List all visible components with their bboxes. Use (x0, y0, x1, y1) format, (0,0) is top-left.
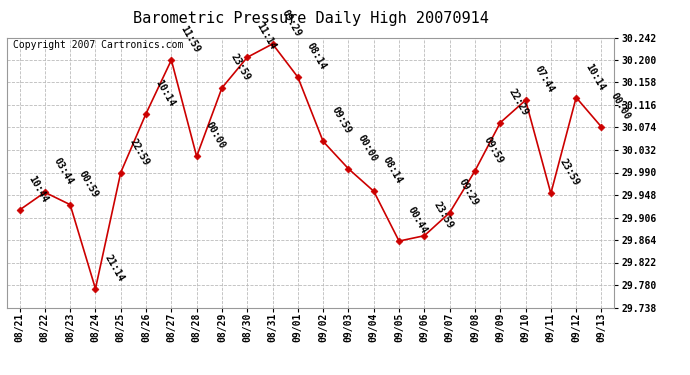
Text: 09:59: 09:59 (330, 105, 353, 136)
Text: 22:59: 22:59 (128, 136, 151, 167)
Text: 21:14: 21:14 (102, 253, 126, 283)
Text: 00:59: 00:59 (77, 169, 101, 199)
Text: 10:44: 10:44 (26, 174, 50, 204)
Text: 07:44: 07:44 (533, 64, 556, 94)
Text: 00:00: 00:00 (609, 91, 632, 122)
Text: 00:00: 00:00 (204, 120, 227, 151)
Text: 09:29: 09:29 (279, 8, 303, 38)
Text: 23:59: 23:59 (431, 200, 455, 230)
Text: 03:44: 03:44 (52, 156, 75, 187)
Text: 11:14: 11:14 (254, 21, 277, 52)
Text: Copyright 2007 Cartronics.com: Copyright 2007 Cartronics.com (13, 40, 184, 50)
Text: 00:44: 00:44 (406, 205, 429, 236)
Text: 08:14: 08:14 (381, 155, 404, 186)
Text: 22:29: 22:29 (507, 87, 531, 117)
Text: 23:59: 23:59 (558, 158, 581, 188)
Text: 09:59: 09:59 (482, 135, 505, 165)
Text: 11:59: 11:59 (178, 24, 201, 54)
Text: 08:14: 08:14 (305, 41, 328, 72)
Text: 23:59: 23:59 (229, 52, 253, 82)
Text: 09:29: 09:29 (457, 177, 480, 207)
Text: Barometric Pressure Daily High 20070914: Barometric Pressure Daily High 20070914 (132, 11, 489, 26)
Text: 10:14: 10:14 (583, 62, 607, 92)
Text: 10:14: 10:14 (153, 78, 177, 108)
Text: 00:00: 00:00 (355, 133, 379, 163)
